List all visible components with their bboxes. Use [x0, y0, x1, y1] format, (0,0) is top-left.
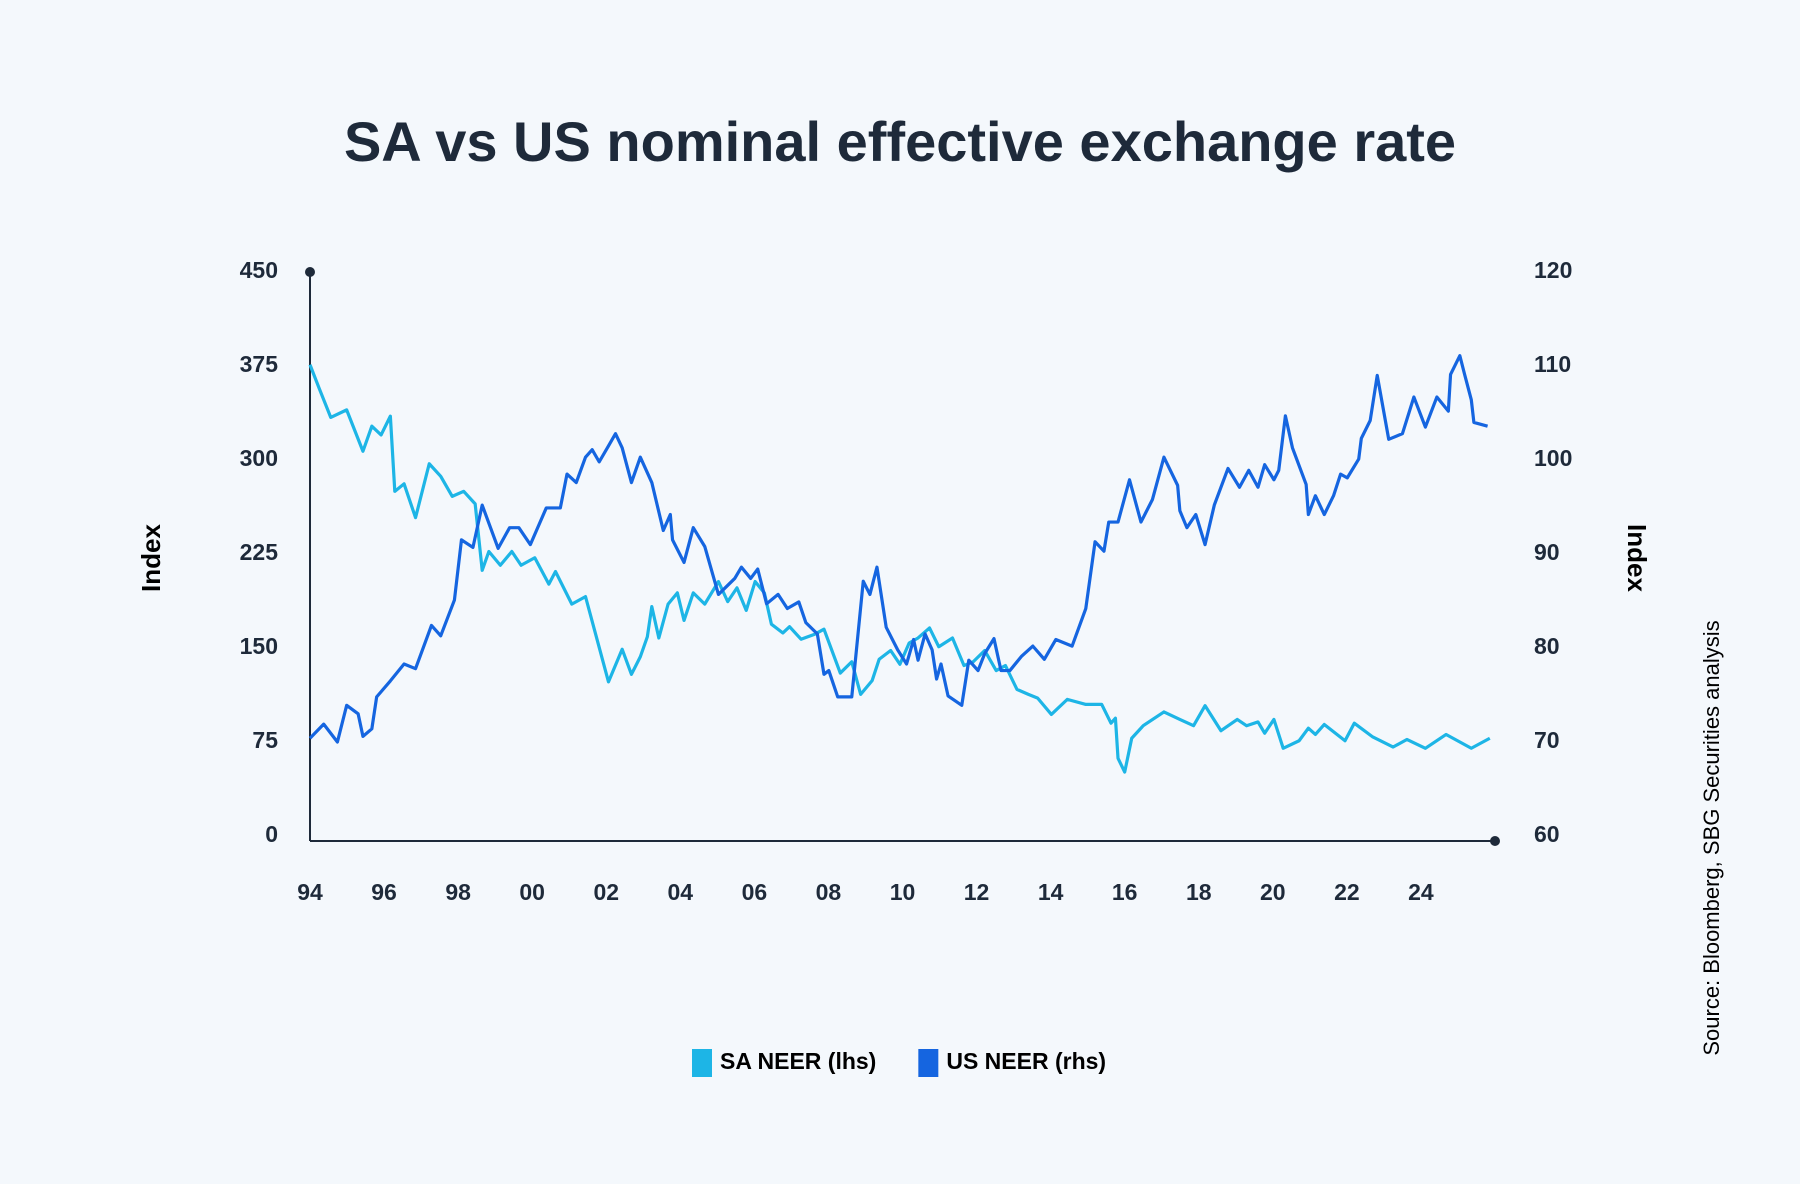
x-tick-label: 16 — [1112, 879, 1138, 905]
legend-label: SA NEER (lhs) — [720, 1048, 876, 1074]
y-tick-label: 300 — [240, 445, 278, 471]
x-tick-label: 02 — [593, 879, 619, 905]
y-tick-label: 75 — [252, 727, 278, 753]
y2-tick-label: 100 — [1534, 445, 1572, 471]
x-tick-label: 04 — [668, 879, 694, 905]
y2-tick-label: 110 — [1534, 351, 1571, 377]
x-tick-label: 06 — [742, 879, 768, 905]
y2-tick-label: 90 — [1534, 539, 1560, 565]
x-tick-label: 00 — [519, 879, 545, 905]
source-note: Source: Bloomberg, SBG Securities analys… — [1699, 620, 1724, 1055]
y2-tick-label: 60 — [1534, 821, 1560, 847]
y2-tick-label: 70 — [1534, 727, 1560, 753]
y2-tick-label: 80 — [1534, 633, 1560, 659]
x-tick-label: 14 — [1038, 879, 1064, 905]
legend: SA NEER (lhs) US NEER (rhs) — [692, 1048, 1106, 1077]
x-tick-label: 18 — [1186, 879, 1212, 905]
axis-end-dot — [305, 267, 315, 277]
series-line — [308, 364, 1491, 774]
x-tick-label: 98 — [445, 879, 471, 905]
legend-swatch — [918, 1049, 939, 1077]
x-tick-label: 22 — [1334, 879, 1360, 905]
legend-label: US NEER (rhs) — [946, 1048, 1106, 1074]
chart-title: SA vs US nominal effective exchange rate — [344, 110, 1456, 173]
x-tick-label: 12 — [964, 879, 990, 905]
series-line — [308, 354, 1489, 744]
y2-tick-label: 120 — [1534, 257, 1572, 283]
x-tick-label: 20 — [1260, 879, 1286, 905]
y2-axis-title: Index — [1622, 524, 1652, 592]
y-tick-label: 0 — [265, 821, 278, 847]
x-tick-label: 96 — [371, 879, 397, 905]
y-axis-title: Index — [136, 524, 166, 592]
y-tick-label: 150 — [240, 633, 278, 659]
x-tick-label: 08 — [816, 879, 842, 905]
y-tick-label: 450 — [240, 257, 278, 283]
y-tick-label: 225 — [240, 539, 279, 565]
legend-swatch — [692, 1049, 712, 1077]
x-tick-label: 94 — [297, 879, 323, 905]
axis-end-dot — [1490, 836, 1500, 846]
x-tick-label: 10 — [890, 879, 916, 905]
y-tick-label: 375 — [240, 351, 279, 377]
x-tick-label: 24 — [1408, 879, 1434, 905]
